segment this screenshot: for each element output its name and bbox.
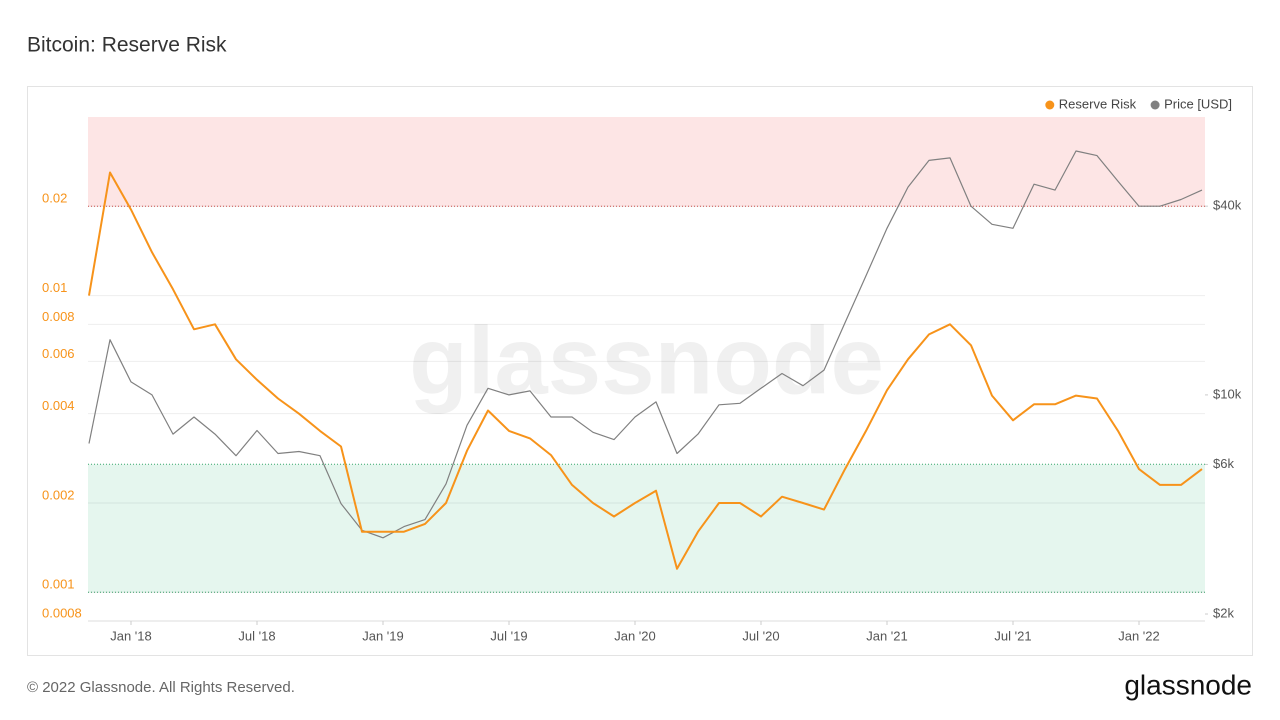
y2-tick-label: $6k bbox=[1213, 456, 1234, 471]
y2-tick-label: $40k bbox=[1213, 198, 1242, 213]
zone bbox=[88, 117, 1205, 207]
y-tick-label: 0.0008 bbox=[42, 605, 82, 620]
x-tick-label: Jan '19 bbox=[362, 628, 404, 643]
y-tick-label: 0.008 bbox=[42, 309, 75, 324]
x-tick-label: Jul '18 bbox=[238, 628, 275, 643]
y-tick-label: 0.006 bbox=[42, 346, 75, 361]
y-tick-label: 0.002 bbox=[42, 487, 75, 502]
series-line bbox=[88, 171, 1203, 570]
y-tick-label: 0.02 bbox=[42, 191, 67, 206]
x-tick-label: Jan '22 bbox=[1118, 628, 1160, 643]
x-tick-label: Jul '20 bbox=[742, 628, 779, 643]
logo: glassnode bbox=[1124, 669, 1252, 700]
y2-tick-label: $2k bbox=[1213, 605, 1234, 620]
plot-area: glassnode 0.02 0.01 0.008 0.006 0.004 0.002 0.0… bbox=[42, 117, 1242, 643]
x-tick-label: Jan '18 bbox=[110, 628, 152, 643]
legend-marker bbox=[1045, 100, 1055, 110]
legend-marker bbox=[1150, 100, 1160, 110]
watermark: glassnode bbox=[409, 307, 884, 414]
legend-label: Reserve Risk bbox=[1059, 96, 1137, 111]
chart-title: Bitcoin: Reserve Risk bbox=[27, 34, 227, 57]
y-tick-label: 0.004 bbox=[42, 398, 75, 413]
x-tick-label: Jan '20 bbox=[614, 628, 656, 643]
copyright: © 2022 Glassnode. All Rights Reserved. bbox=[27, 679, 295, 696]
legend-label: Price [USD] bbox=[1164, 96, 1232, 111]
y2-tick-label: $10k bbox=[1213, 386, 1242, 401]
series-line bbox=[88, 150, 1203, 539]
y-tick-label: 0.001 bbox=[42, 577, 75, 592]
x-tick-label: Jul '21 bbox=[994, 628, 1031, 643]
x-tick-label: Jul '19 bbox=[490, 628, 527, 643]
y-tick-label: 0.01 bbox=[42, 280, 67, 295]
x-tick-label: Jan '21 bbox=[866, 628, 908, 643]
zone bbox=[88, 464, 1205, 593]
